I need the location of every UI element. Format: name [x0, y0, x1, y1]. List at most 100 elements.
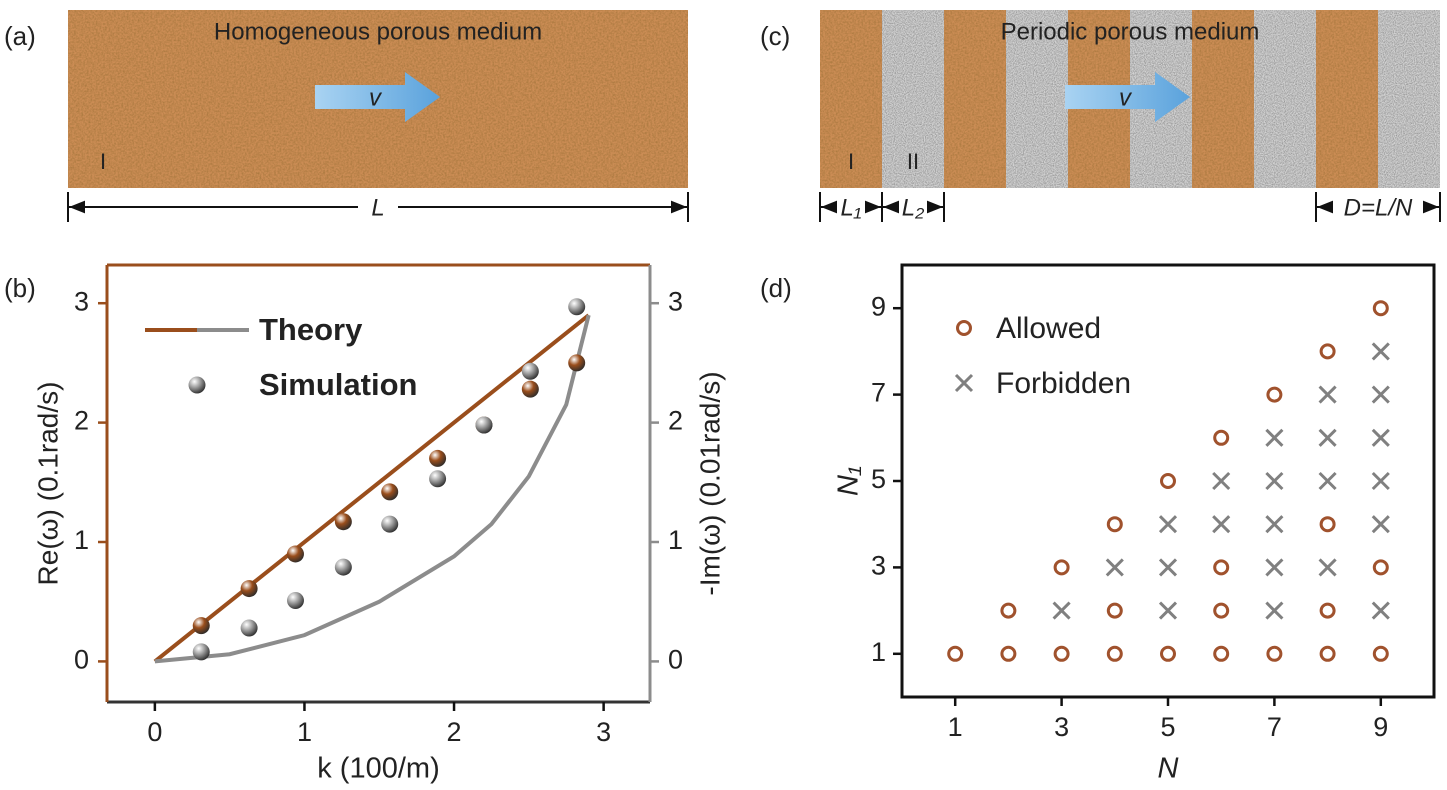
y-tick-label: 1 [74, 525, 89, 555]
forbidden-marker [1158, 558, 1178, 577]
panel-label: (d) [760, 273, 792, 303]
allowed-marker [1000, 602, 1017, 619]
y2-tick-label: 2 [668, 406, 683, 436]
sand-texture [944, 10, 1006, 188]
forbidden-marker [1265, 428, 1284, 447]
forbidden-marker [1371, 471, 1390, 491]
simulation-point [286, 545, 304, 563]
forbidden-marker [1158, 515, 1178, 534]
allowed-marker [1372, 559, 1389, 576]
simulation-point [381, 515, 399, 533]
dimension-label: L₁ [841, 194, 862, 221]
y2-tick-label: 3 [668, 286, 683, 316]
simulation-point [521, 380, 539, 398]
x-tick-label: 3 [596, 717, 611, 747]
allowed-marker [1319, 645, 1336, 662]
allowed-marker [1000, 645, 1017, 662]
forbidden-marker [1265, 471, 1284, 491]
legend-label: Simulation [259, 367, 417, 402]
forbidden-marker [1265, 601, 1284, 620]
legend-label: Forbidden [996, 367, 1131, 400]
layer-label: I [848, 149, 854, 174]
layer-label: I [100, 149, 106, 174]
allowed-marker [1053, 645, 1070, 662]
allowed-marker [1213, 429, 1230, 446]
y-tick-label: 1 [871, 637, 886, 667]
velocity-label: v [369, 84, 383, 111]
simulation-point [521, 362, 539, 380]
velocity-label: v [1119, 84, 1133, 111]
allowed-marker [1319, 343, 1336, 360]
allowed-marker [1160, 473, 1176, 489]
y-axis-title: Re(ω) (0.1rad/s) [32, 382, 63, 586]
granite-texture [1254, 10, 1316, 188]
allowed-marker [1160, 645, 1176, 662]
simulation-point [381, 483, 399, 501]
forbidden-marker [1318, 558, 1337, 577]
allowed-marker [1106, 645, 1123, 662]
forbidden-marker [1212, 471, 1231, 491]
y2-tick-label: 1 [668, 525, 683, 555]
dimension-label: D=L/N [1344, 194, 1413, 221]
forbidden-marker [1318, 428, 1337, 447]
forbidden-marker [1371, 515, 1390, 534]
layer-label: II [907, 149, 919, 174]
x-tick-label: 1 [948, 712, 963, 742]
diagram-title: Periodic porous medium [1001, 18, 1260, 45]
forbidden-marker [1371, 428, 1390, 447]
allowed-marker [1266, 386, 1283, 403]
allowed-marker [1266, 645, 1283, 662]
forbidden-marker [1371, 385, 1390, 404]
granite-texture [882, 10, 944, 188]
simulation-point [334, 558, 352, 576]
x-tick-label: 3 [1054, 712, 1069, 742]
sand-texture [1192, 10, 1254, 188]
forbidden-marker [1265, 515, 1284, 534]
y-tick-label: 7 [871, 378, 886, 408]
simulation-point [568, 354, 586, 372]
forbidden-marker [1371, 601, 1390, 620]
forbidden-marker [1318, 385, 1337, 404]
granite-texture [1378, 10, 1440, 188]
flow-arrow [315, 72, 440, 122]
allowed-marker [947, 645, 964, 662]
diagram-title: Homogeneous porous medium [214, 18, 542, 45]
y-tick-label: 3 [871, 551, 886, 581]
simulation-point [568, 298, 586, 316]
forbidden-marker [1212, 515, 1231, 534]
forbidden-marker [1318, 471, 1337, 491]
legend-marker [954, 373, 974, 393]
x-tick-label: 5 [1160, 712, 1175, 742]
x-tick-label: 2 [447, 717, 462, 747]
x-tick-label: 9 [1373, 712, 1388, 742]
x-tick-label: 7 [1267, 712, 1282, 742]
y2-tick-label: 0 [668, 645, 683, 675]
allowed-marker [1213, 645, 1230, 662]
forbidden-marker [1158, 601, 1178, 620]
x-tick-label: 0 [147, 717, 162, 747]
panel-label: (c) [760, 21, 790, 51]
y-tick-label: 9 [871, 291, 886, 321]
allowed-marker [1319, 516, 1336, 533]
forbidden-marker [1371, 342, 1390, 361]
simulation-point [429, 449, 447, 467]
simulation-point [334, 513, 352, 531]
x-axis-title: k (100/m) [317, 753, 439, 785]
legend-marker [188, 376, 206, 394]
simulation-point [192, 643, 210, 661]
panel-label: (b) [4, 273, 36, 303]
sand-texture [820, 10, 882, 188]
allowed-marker [1213, 602, 1230, 619]
allowed-marker [1106, 516, 1123, 533]
x-axis-title: N [1158, 753, 1179, 785]
legend-label: Theory [259, 312, 363, 347]
simulation-point [240, 580, 258, 598]
legend-label: Allowed [996, 312, 1101, 345]
allowed-marker [1372, 645, 1389, 662]
x-tick-label: 1 [297, 717, 312, 747]
simulation-point [286, 592, 304, 610]
forbidden-marker [1052, 601, 1071, 620]
simulation-point [240, 619, 258, 637]
y-axis-title: N₁ [833, 466, 865, 496]
